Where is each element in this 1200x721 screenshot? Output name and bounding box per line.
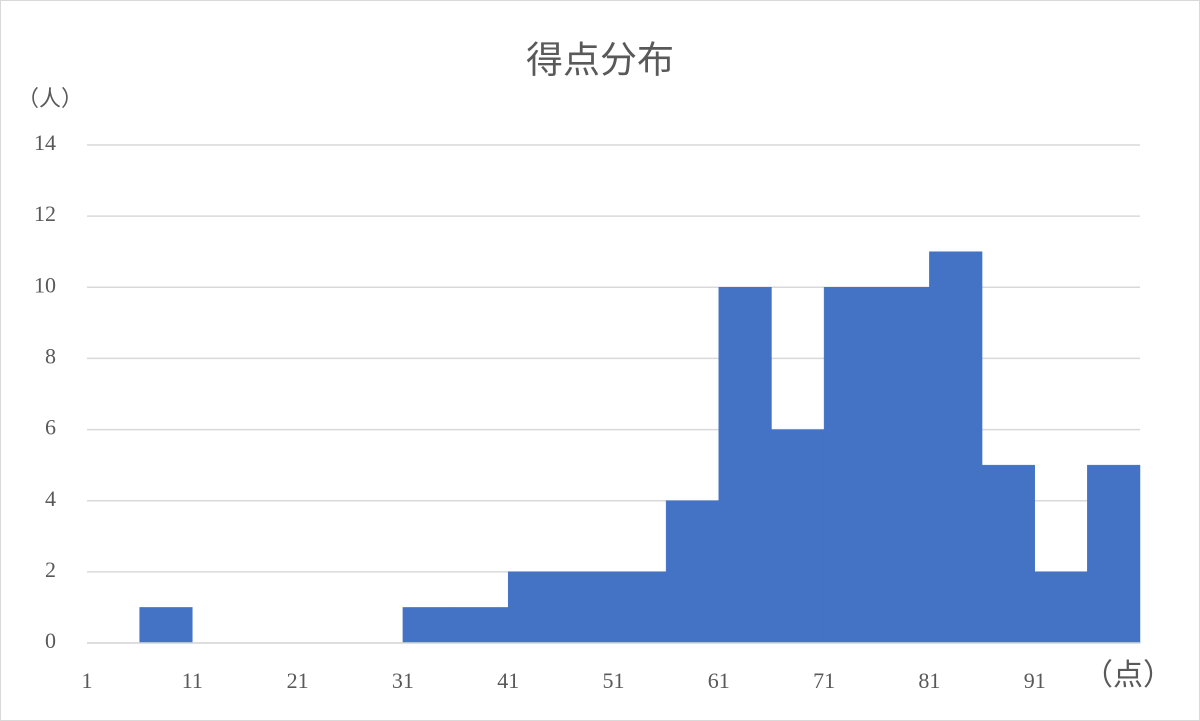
bar bbox=[1087, 464, 1141, 644]
x-tick-label: 91 bbox=[1024, 668, 1046, 693]
x-tick-label: 21 bbox=[287, 668, 309, 693]
x-tick-label: 61 bbox=[708, 668, 730, 693]
bar bbox=[718, 287, 772, 644]
bar bbox=[981, 464, 1035, 644]
y-tick-label: 6 bbox=[45, 415, 56, 440]
x-tick-label: 81 bbox=[918, 668, 940, 693]
y-tick-label: 4 bbox=[45, 486, 56, 511]
y-tick-label: 0 bbox=[45, 628, 56, 653]
x-tick-label: 51 bbox=[603, 668, 625, 693]
bar bbox=[823, 287, 877, 644]
y-tick-label: 8 bbox=[45, 343, 56, 368]
y-tick-label: 12 bbox=[34, 201, 56, 226]
y-tick-label: 2 bbox=[45, 557, 56, 582]
bar bbox=[613, 571, 667, 644]
bar bbox=[402, 607, 456, 644]
bar bbox=[1034, 571, 1088, 644]
chart-title: 得点分布 bbox=[526, 39, 674, 81]
bar bbox=[560, 571, 614, 644]
x-axis-label: （点） bbox=[1083, 659, 1173, 692]
y-tick-label: 10 bbox=[34, 272, 56, 297]
x-tick-label: 41 bbox=[497, 668, 519, 693]
bar bbox=[455, 607, 509, 644]
y-tick-label: 14 bbox=[34, 130, 56, 155]
bar bbox=[507, 571, 562, 644]
x-tick-label: 1 bbox=[82, 668, 93, 693]
x-tick-label: 11 bbox=[182, 668, 203, 693]
bar bbox=[876, 287, 930, 644]
x-tick-label: 71 bbox=[813, 668, 835, 693]
bar bbox=[771, 429, 825, 644]
bar bbox=[665, 500, 720, 644]
y-axis-label: （人） bbox=[17, 86, 83, 111]
bar bbox=[929, 251, 983, 644]
x-tick-label: 31 bbox=[392, 668, 414, 693]
bar bbox=[139, 607, 193, 644]
